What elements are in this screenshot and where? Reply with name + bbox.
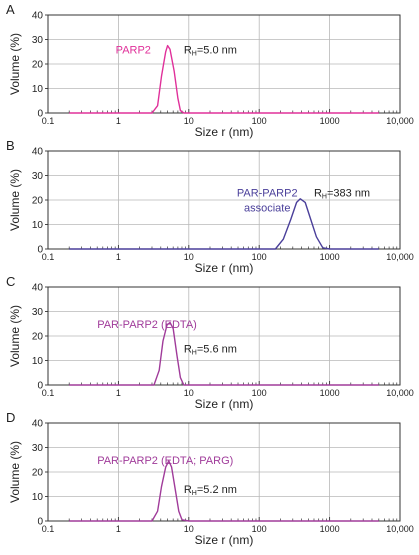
x-tick-label: 10,000: [386, 252, 414, 262]
y-tick-label: 0: [37, 381, 43, 392]
panel-label: A: [6, 2, 15, 17]
x-tick-label: 100: [252, 388, 267, 398]
x-tick-label: 0.1: [42, 524, 55, 534]
y-tick-label: 20: [32, 60, 44, 71]
series-line: [69, 460, 379, 522]
x-tick-label: 10,000: [386, 388, 414, 398]
x-tick-label: 100: [252, 524, 267, 534]
panel-a: A 0.1 1 10 100 1000 10,000 0 10 20 30 40 Size r (nm)…: [6, 2, 414, 139]
y-tick-label: 30: [32, 171, 44, 182]
y-tick-label: 20: [32, 196, 44, 207]
rh-annotation: RH=5.2 nm: [184, 484, 237, 497]
panel-label: D: [6, 410, 15, 425]
y-tick-label: 20: [32, 468, 44, 479]
panel-b: B 0.1 1 10 100 1000 10,000 0 10 20 30 40 Size r (nm)…: [6, 138, 414, 275]
y-tick-label: 0: [37, 517, 43, 528]
x-tick-label: 10,000: [386, 524, 414, 534]
rh-annotation: RH=383 nm: [314, 188, 370, 201]
x-tick-label: 1: [116, 388, 121, 398]
y-tick-label: 20: [32, 332, 44, 343]
x-tick-label: 1: [116, 524, 121, 534]
y-axis-label: Volume (%): [8, 441, 22, 503]
x-axis-label: Size r (nm): [195, 397, 254, 411]
panel-c: C 0.1 1 10 100 1000 10,000 0 10 20 30 40 Size r (nm)…: [6, 274, 414, 411]
x-tick-label: 100: [252, 116, 267, 126]
y-tick-label: 10: [32, 356, 44, 367]
x-tick-label: 1: [116, 116, 121, 126]
x-tick-label: 10: [184, 524, 194, 534]
x-axis-label: Size r (nm): [195, 261, 254, 275]
y-tick-label: 30: [32, 307, 44, 318]
x-tick-label: 10: [184, 388, 194, 398]
y-tick-label: 40: [32, 419, 44, 430]
series-line: [69, 44, 379, 114]
y-tick-label: 30: [32, 35, 44, 46]
x-tick-label: 1000: [320, 252, 340, 262]
x-tick-label: 1000: [320, 524, 340, 534]
y-tick-label: 0: [37, 245, 43, 256]
panel-label: B: [6, 138, 15, 153]
series-annotation: PARP2: [116, 44, 151, 56]
x-tick-label: 0.1: [42, 116, 55, 126]
x-tick-label: 10,000: [386, 116, 414, 126]
x-tick-label: 1: [116, 252, 121, 262]
y-axis-label: Volume (%): [8, 305, 22, 367]
series-line: [69, 198, 379, 250]
x-tick-label: 100: [252, 252, 267, 262]
x-tick-label: 10: [184, 252, 194, 262]
y-axis-label: Volume (%): [8, 169, 22, 231]
y-tick-label: 10: [32, 220, 44, 231]
series-annotation: PAR-PARP2 (EDTA; PARG): [97, 455, 233, 467]
x-tick-label: 1000: [320, 388, 340, 398]
x-tick-label: 1000: [320, 116, 340, 126]
y-tick-label: 10: [32, 84, 44, 95]
x-tick-label: 0.1: [42, 252, 55, 262]
y-tick-label: 0: [37, 109, 43, 120]
rh-annotation: RH=5.0 nm: [184, 44, 237, 57]
y-tick-label: 30: [32, 443, 44, 454]
series-line: [69, 321, 379, 386]
series-annotation: associate: [244, 202, 290, 214]
y-tick-label: 40: [32, 11, 44, 22]
panel-label: C: [6, 274, 15, 289]
series-annotation: PAR-PARP2 (EDTA): [97, 319, 197, 331]
y-tick-label: 40: [32, 283, 44, 294]
x-axis-label: Size r (nm): [195, 125, 254, 139]
y-tick-label: 40: [32, 147, 44, 158]
y-axis-label: Volume (%): [8, 33, 22, 95]
series-annotation: PAR-PARP2: [237, 188, 298, 200]
y-tick-label: 10: [32, 492, 44, 503]
x-axis-label: Size r (nm): [195, 533, 254, 547]
panel-d: D 0.1 1 10 100 1000 10,000 0 10 20 30 40 Size r (nm)…: [6, 410, 414, 547]
rh-annotation: RH=5.6 nm: [184, 343, 237, 356]
x-tick-label: 0.1: [42, 388, 55, 398]
x-tick-label: 10: [184, 116, 194, 126]
